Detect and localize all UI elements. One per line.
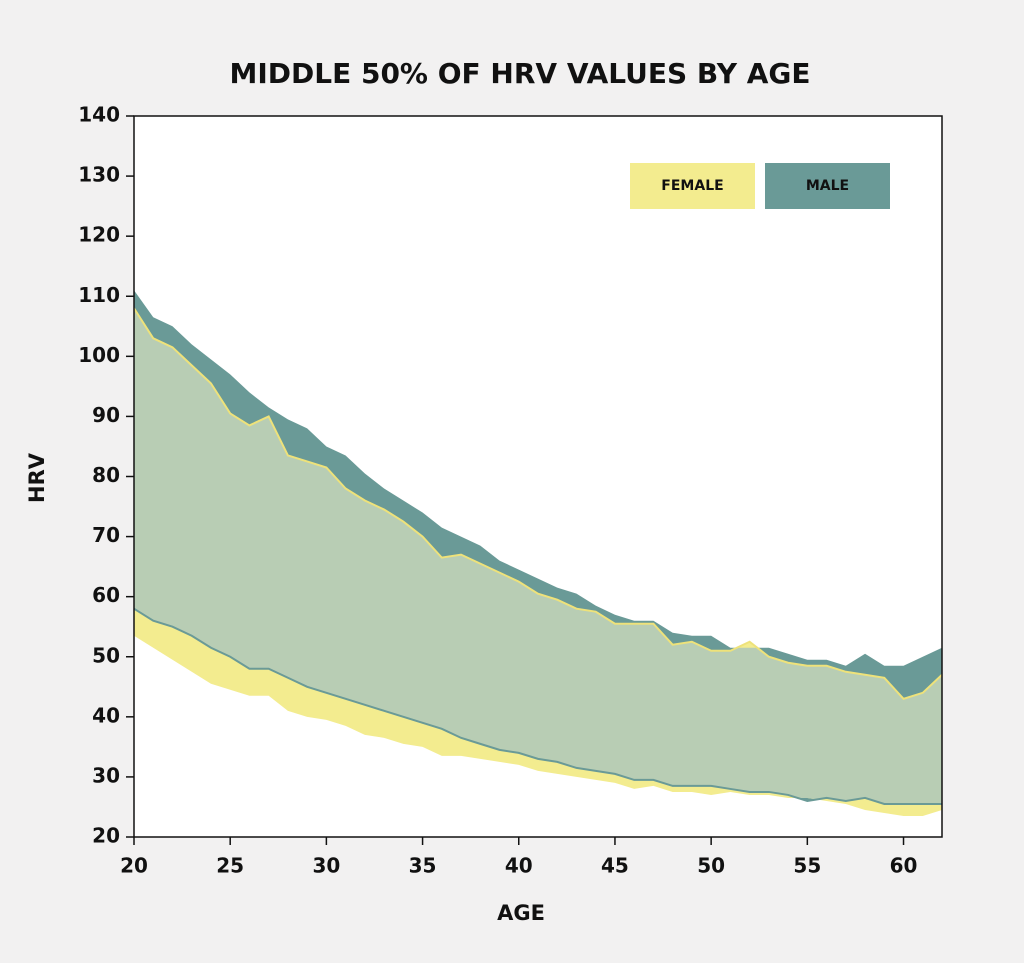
y-tick-label: 110	[78, 283, 120, 307]
y-tick-label: 130	[78, 163, 120, 187]
x-tick-label: 20	[120, 854, 148, 878]
legend-label: FEMALE	[661, 178, 723, 194]
legend-label: MALE	[806, 178, 849, 194]
y-tick-label: 90	[92, 403, 120, 427]
x-tick-label: 40	[505, 854, 533, 878]
x-tick-label: 35	[409, 854, 437, 878]
y-tick-label: 100	[78, 343, 120, 367]
y-axis-label: HRV	[25, 452, 49, 503]
y-tick-label: 140	[78, 103, 120, 127]
legend-swatch	[630, 163, 755, 209]
y-tick-label: 30	[92, 763, 120, 787]
y-tick-label: 40	[92, 703, 120, 727]
x-axis-label: AGE	[497, 901, 545, 925]
x-tick-label: 50	[697, 854, 725, 878]
x-tick-label: 25	[216, 854, 244, 878]
y-tick-label: 60	[92, 583, 120, 607]
overlap-band	[134, 308, 942, 804]
male-low-line	[133, 607, 942, 805]
x-tick-label: 45	[601, 854, 629, 878]
female-high-line	[133, 307, 943, 700]
y-tick-label: 70	[92, 523, 120, 547]
x-tick-label: 30	[312, 854, 340, 878]
y-tick-label: 20	[92, 824, 120, 848]
x-tick-label: 60	[890, 854, 918, 878]
chart-title: MIDDLE 50% OF HRV VALUES BY AGE	[229, 57, 810, 90]
y-tick-label: 50	[92, 643, 120, 667]
x-tick-label: 55	[793, 854, 821, 878]
legend-swatch	[765, 163, 890, 209]
y-tick-label: 80	[92, 463, 120, 487]
y-tick-label: 120	[78, 223, 120, 247]
